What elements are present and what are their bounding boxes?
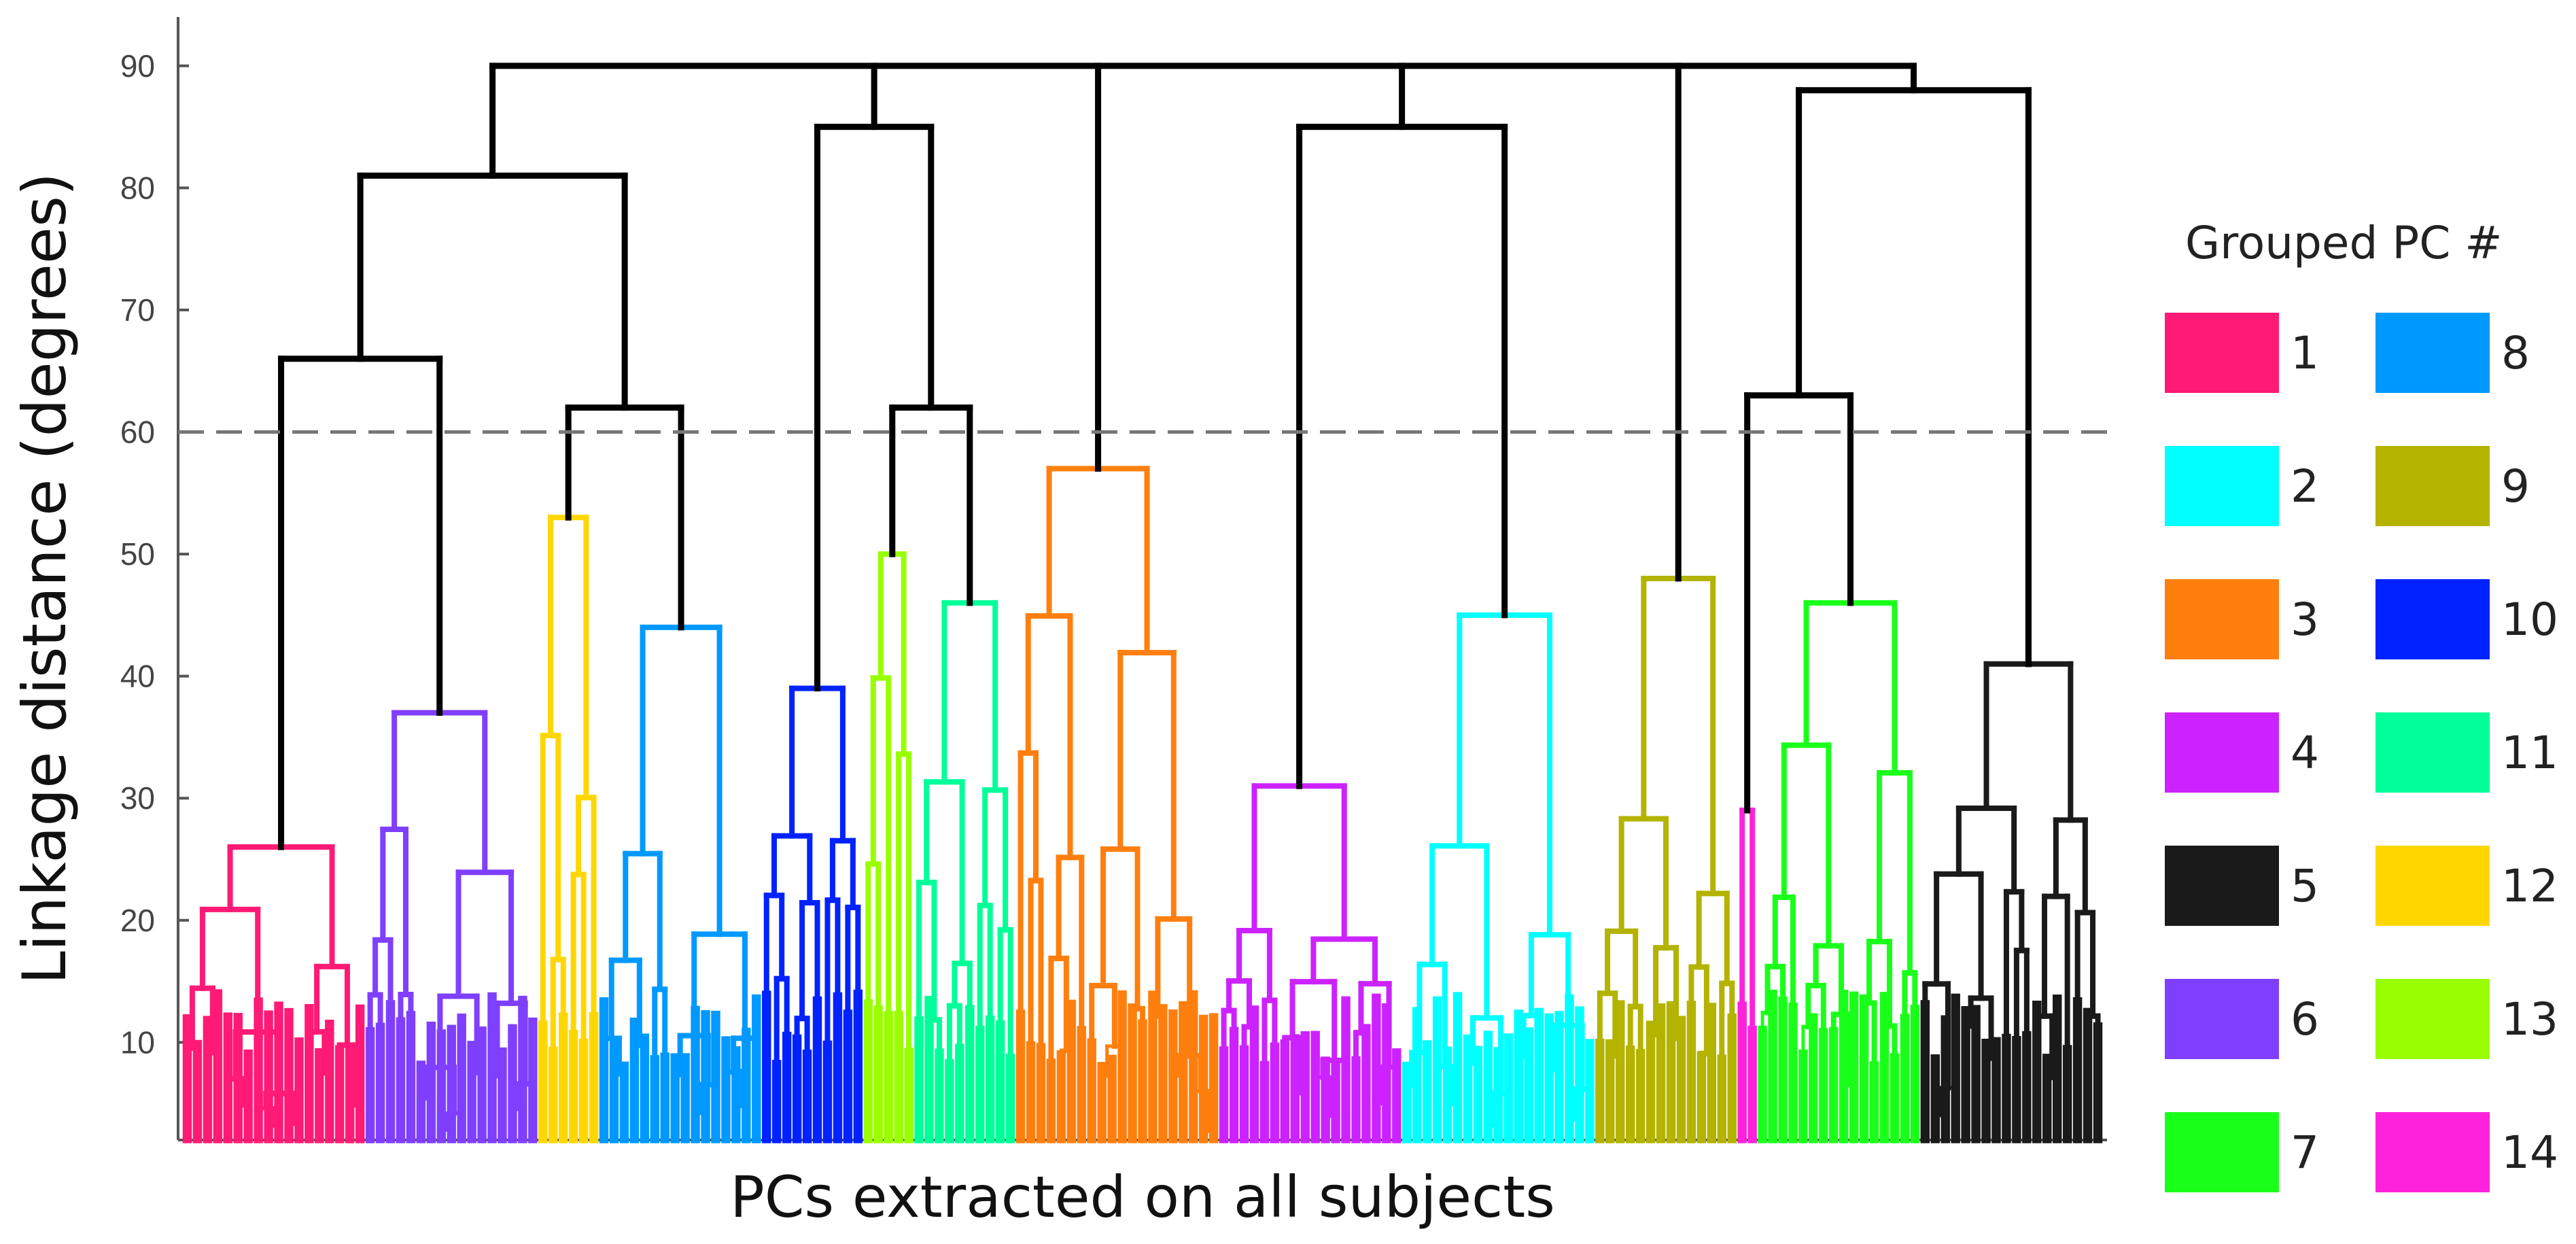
legend-swatch: [2375, 313, 2490, 393]
y-tick-label: 10: [120, 1024, 155, 1060]
legend-swatch: [2165, 979, 2279, 1059]
legend-label: 2: [2291, 460, 2319, 513]
legend-swatch: [2375, 579, 2490, 659]
legend-swatch: [2375, 979, 2490, 1059]
legend-label: 6: [2291, 993, 2319, 1046]
legend-swatch: [2165, 1112, 2279, 1192]
legend-label: 12: [2501, 860, 2558, 912]
legend-swatch: [2165, 313, 2279, 393]
y-tick-label: 40: [120, 659, 155, 694]
legend-label: 9: [2501, 460, 2530, 513]
legend-title: Grouped PC #: [2185, 217, 2503, 269]
y-tick-label: 30: [120, 780, 155, 816]
y-tick-label: 20: [120, 903, 155, 938]
legend-swatch: [2165, 446, 2279, 526]
legend-swatch: [2375, 712, 2490, 793]
x-axis-title: PCs extracted on all subjects: [730, 1164, 1555, 1230]
legend-label: 13: [2501, 993, 2558, 1046]
y-tick-label: 80: [120, 170, 155, 205]
legend-swatch: [2375, 846, 2490, 926]
legend-label: 1: [2291, 327, 2319, 379]
legend-label: 7: [2291, 1126, 2319, 1179]
y-tick-label: 50: [120, 536, 155, 572]
legend-swatch: [2165, 712, 2279, 793]
y-axis-title: Linkage distance (degrees): [10, 173, 80, 984]
legend-label: 11: [2501, 727, 2558, 779]
y-tick-label: 70: [120, 292, 155, 328]
legend-label: 8: [2501, 327, 2530, 379]
y-tick-label: 60: [120, 415, 155, 450]
legend-label: 14: [2501, 1126, 2558, 1179]
y-tick-label: 90: [120, 48, 155, 84]
legend-label: 4: [2291, 727, 2319, 779]
legend-label: 5: [2291, 860, 2319, 912]
legend-swatch: [2165, 579, 2279, 659]
legend-swatch: [2375, 446, 2490, 526]
legend-label: 3: [2291, 593, 2319, 646]
legend-swatch: [2375, 1112, 2490, 1192]
legend-label: 10: [2501, 593, 2558, 646]
dendrogram-tree: [182, 63, 2103, 1143]
legend-swatch: [2165, 846, 2279, 926]
